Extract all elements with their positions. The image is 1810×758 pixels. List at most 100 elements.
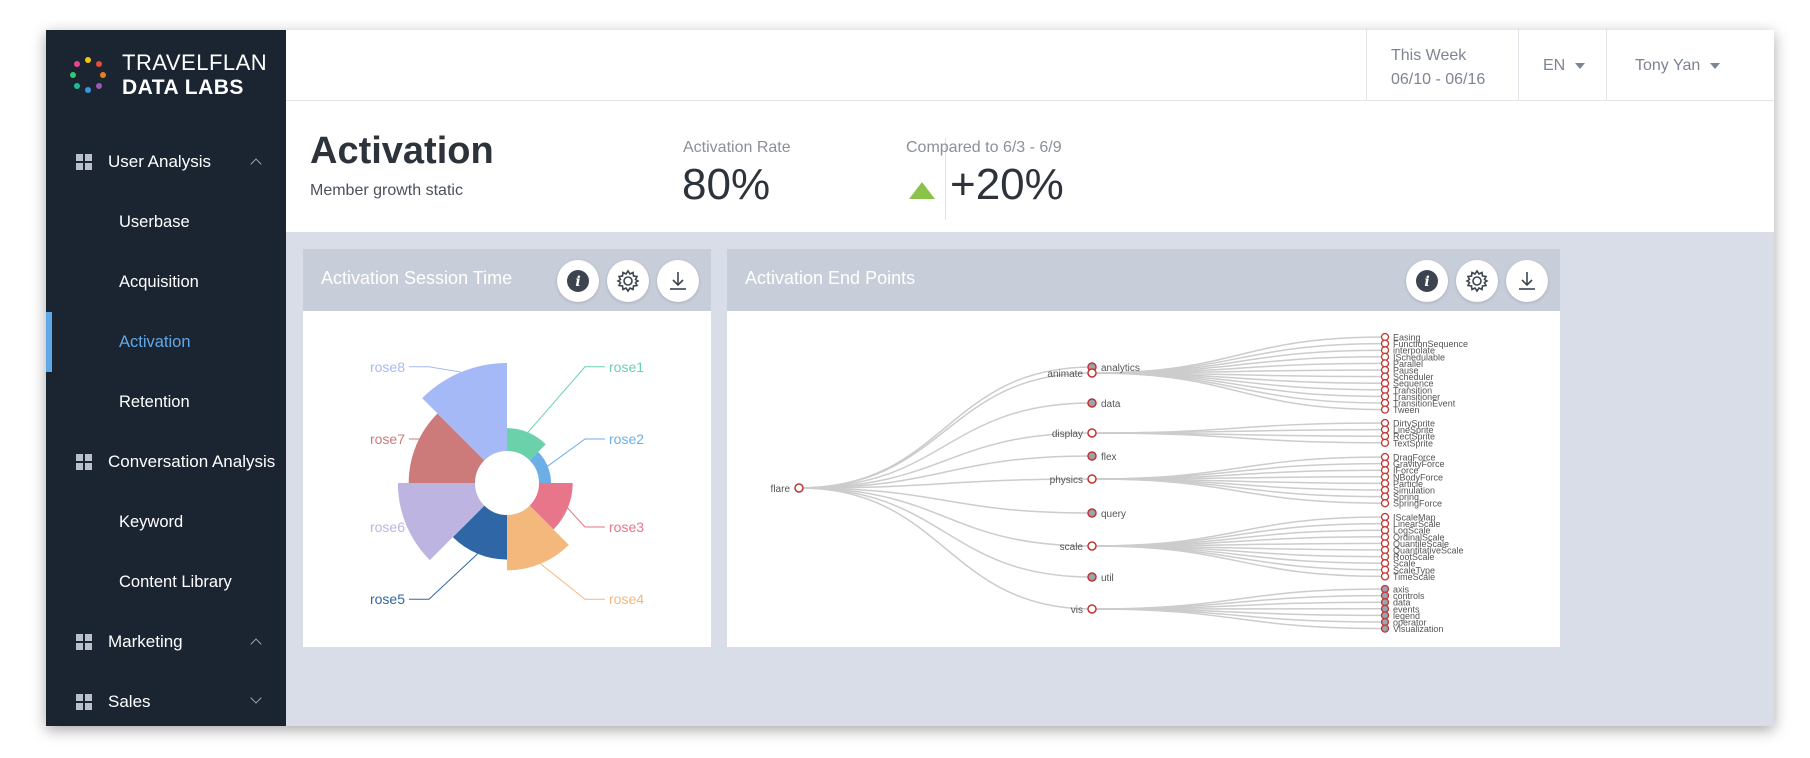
- rose-leader-line: [527, 366, 605, 433]
- tree-leaf-node[interactable]: [1380, 624, 1390, 633]
- tree-leaf-label: Tween: [1393, 405, 1420, 415]
- tree-node[interactable]: [1087, 398, 1097, 408]
- tree-label: display: [1052, 429, 1083, 440]
- tree-leaf-label: axis: [1393, 585, 1410, 595]
- language-select[interactable]: EN: [1518, 30, 1606, 101]
- tree-leaf-node[interactable]: [1380, 572, 1390, 581]
- rose-slice-1[interactable]: [507, 428, 546, 461]
- tree-leaf-node[interactable]: [1380, 438, 1390, 447]
- card-header: Activation End Points i: [727, 249, 1560, 311]
- user-name: Tony Yan: [1635, 57, 1701, 74]
- tree-leaf-node[interactable]: [1380, 519, 1390, 528]
- tree-label: analytics: [1101, 363, 1140, 374]
- nav-group-marketing[interactable]: Marketing: [46, 612, 286, 672]
- tree-node[interactable]: [1087, 604, 1097, 614]
- brand-logo[interactable]: TRAVELFLAN DATA LABS: [68, 50, 267, 100]
- tree-leaf-label: Particle: [1393, 479, 1423, 489]
- rose-leader-line: [567, 507, 605, 528]
- tree-link: [798, 487, 1093, 514]
- activation-rate-label: Activation Rate: [683, 139, 791, 156]
- tree-leaf-label: DragForce: [1393, 453, 1436, 463]
- download-button[interactable]: [1506, 260, 1548, 302]
- tree-node[interactable]: [1087, 572, 1097, 582]
- download-button[interactable]: [657, 260, 699, 302]
- sidebar-item-keyword[interactable]: Keyword: [119, 513, 184, 531]
- rose-label: rose2: [609, 431, 644, 447]
- info-button[interactable]: i: [557, 260, 599, 302]
- tree-leaf-label: TransitionEvent: [1393, 399, 1456, 409]
- info-icon: i: [567, 270, 589, 292]
- tree-link: [1091, 432, 1386, 444]
- card-title: Activation End Points: [745, 268, 916, 288]
- sidebar-item-content-library[interactable]: Content Library: [119, 573, 232, 591]
- svg-text:i: i: [1424, 274, 1429, 290]
- tree-leaf-label: Parallel: [1393, 359, 1423, 369]
- nav-group-sales[interactable]: Sales: [46, 672, 286, 726]
- user-menu[interactable]: Tony Yan: [1606, 30, 1774, 101]
- nav-group-conversation-analysis[interactable]: Conversation Analysis: [46, 432, 286, 492]
- sidebar-item-userbase[interactable]: Userbase: [119, 213, 190, 231]
- tree-leaf-label: RootScale: [1393, 552, 1435, 562]
- tree-node[interactable]: [1087, 541, 1097, 551]
- chevron-up-icon: [250, 638, 262, 650]
- tree-leaf-label: DirtySprite: [1393, 419, 1435, 429]
- tree-leaf-node[interactable]: [1380, 385, 1390, 394]
- info-button[interactable]: i: [1406, 260, 1448, 302]
- rose-slice-8[interactable]: [422, 363, 507, 461]
- tree-leaf-node[interactable]: [1380, 591, 1390, 600]
- download-icon: [670, 272, 686, 290]
- nav-group-label: Marketing: [108, 632, 183, 651]
- tree-leaf-node[interactable]: [1380, 552, 1390, 561]
- sidebar-item-acquisition[interactable]: Acquisition: [119, 273, 199, 291]
- tree-node[interactable]: [1087, 368, 1097, 378]
- tree-node[interactable]: [1087, 428, 1097, 438]
- tree-leaf-node[interactable]: [1380, 405, 1390, 414]
- settings-button[interactable]: [1456, 260, 1498, 302]
- tree-leaf-label: FunctionSequence: [1393, 339, 1468, 349]
- sidebar-nav: User Analysis Userbase Acquisition Activ…: [46, 132, 286, 726]
- date-range-picker[interactable]: This Week 06/10 - 06/16: [1366, 30, 1518, 101]
- settings-button[interactable]: [607, 260, 649, 302]
- rose-slice-2[interactable]: [529, 451, 551, 483]
- tree-leaf-label: IForce: [1393, 466, 1419, 476]
- tree-link: [798, 432, 1093, 489]
- sidebar: TRAVELFLAN DATA LABS User Analysis Userb…: [46, 30, 286, 726]
- rose-label: rose1: [609, 359, 644, 375]
- tree-leaf-label: controls: [1393, 591, 1425, 601]
- nav-group-user-analysis[interactable]: User Analysis: [46, 132, 286, 192]
- tree-label: animate: [1047, 369, 1083, 380]
- rose-leader-line: [547, 438, 605, 467]
- tree-node[interactable]: [1087, 451, 1097, 461]
- tree-leaf-label: Easing: [1393, 333, 1421, 343]
- tree-leaf-label: TextSprite: [1393, 438, 1433, 448]
- tree-node-root[interactable]: [794, 483, 804, 493]
- tree-link: [798, 366, 1093, 489]
- rose-slice-4[interactable]: [507, 505, 569, 571]
- tree-link: [798, 478, 1093, 489]
- tree-leaf-node[interactable]: [1380, 499, 1390, 508]
- tree-leaf-label: operator: [1393, 618, 1427, 628]
- grid-icon: [76, 634, 92, 650]
- tree-leaf-label: Spring: [1393, 492, 1419, 502]
- session-time-card: Activation Session Time i rose1 rose2 rose…: [303, 249, 711, 647]
- sidebar-item-retention[interactable]: Retention: [119, 393, 190, 411]
- tree-leaf-node[interactable]: [1380, 352, 1390, 361]
- sidebar-item-activation[interactable]: Activation: [46, 312, 286, 372]
- tree-node[interactable]: [1087, 508, 1097, 518]
- rose-slice-6[interactable]: [397, 483, 485, 561]
- tree-chart: flare analytics animate data display flex phys…: [771, 333, 1469, 635]
- language-value: EN: [1543, 57, 1566, 74]
- tree-leaf-label: RectSprite: [1393, 432, 1435, 442]
- info-icon: i: [1416, 270, 1438, 292]
- rose-slice-3[interactable]: [529, 483, 573, 530]
- date-range-label: This Week: [1391, 47, 1467, 64]
- rose-leader-line: [409, 366, 462, 373]
- rose-slice-5[interactable]: [452, 505, 507, 560]
- tree-label: flex: [1101, 452, 1117, 463]
- card-header: Activation Session Time i: [303, 249, 711, 311]
- tree-link: [798, 455, 1093, 489]
- tree-node[interactable]: [1087, 474, 1097, 484]
- rose-slice-7[interactable]: [408, 413, 485, 483]
- page-title: Activation: [310, 130, 494, 172]
- tree-leaf-label: LogScale: [1393, 526, 1431, 536]
